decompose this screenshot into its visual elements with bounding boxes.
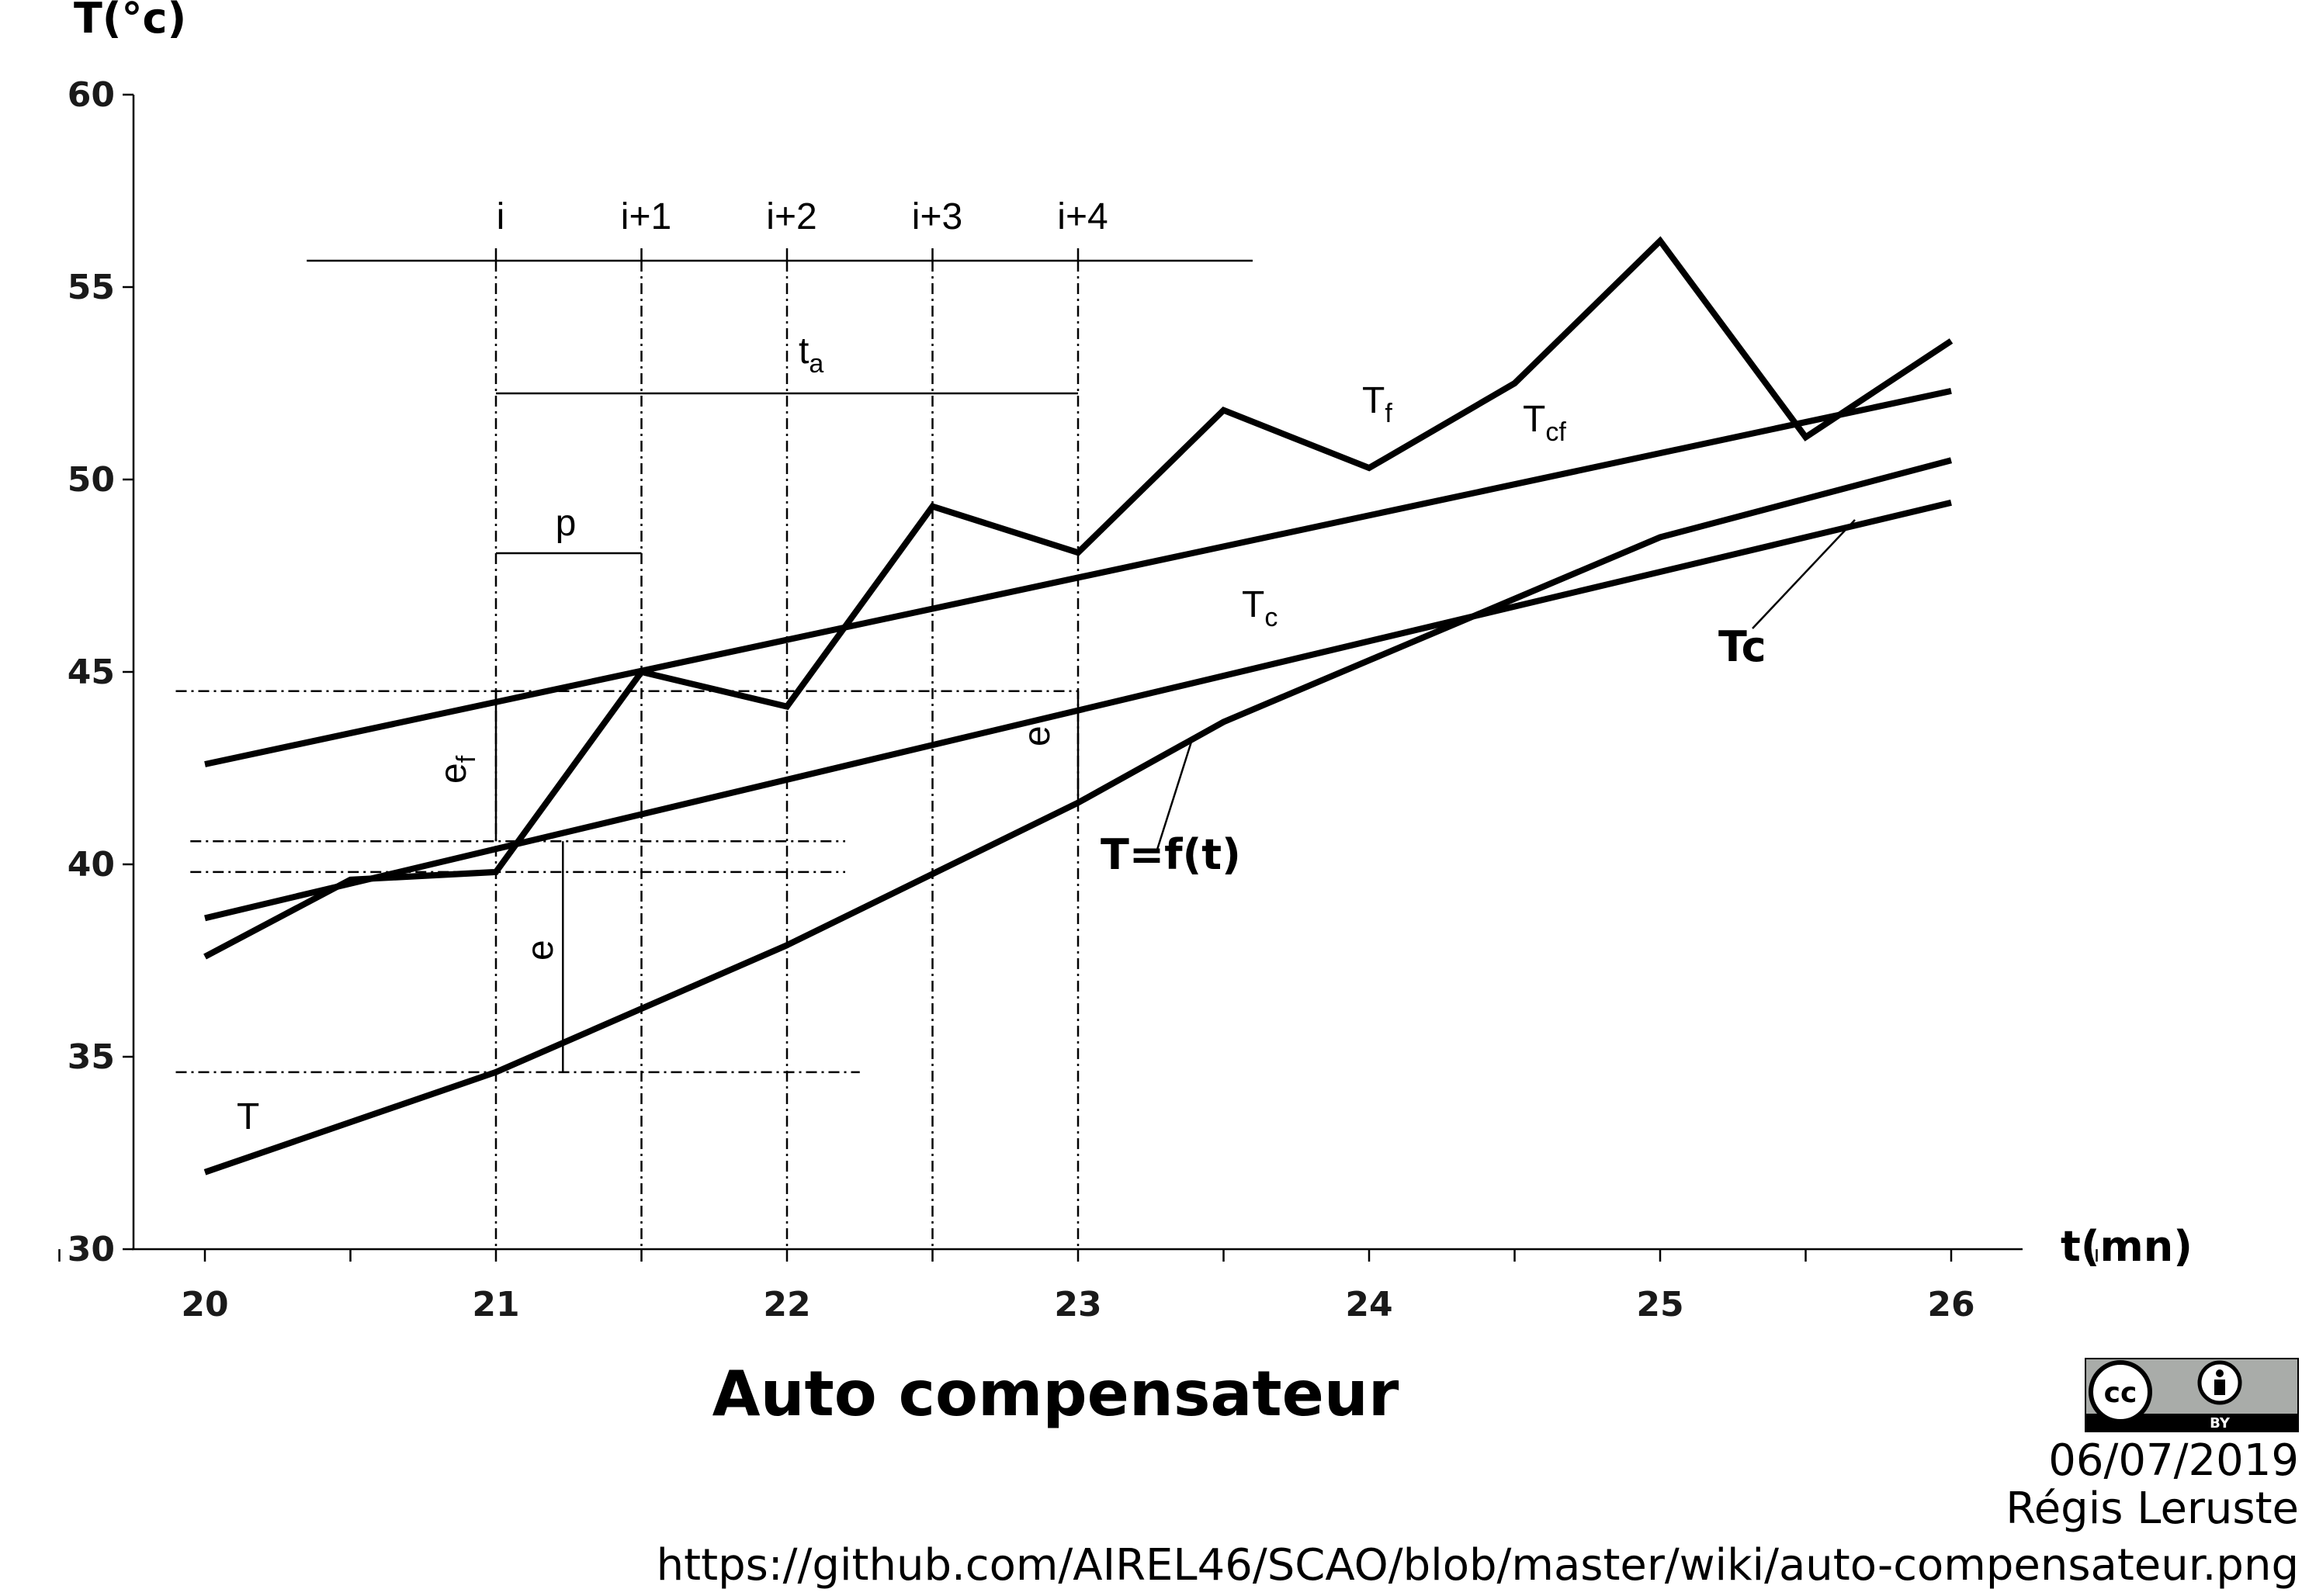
- chart-title: Auto compensateur: [712, 1358, 1399, 1430]
- e-label: e: [520, 940, 561, 961]
- series-tcf: [204, 387, 1952, 767]
- cc-icon: [2089, 1360, 2152, 1424]
- guides: i i+1 i+2 i+3 i+4 ta p: [175, 196, 1253, 1249]
- cc-by-license-badge: cc BY: [2085, 1358, 2299, 1432]
- sample-label: i+1: [621, 196, 671, 237]
- sample-label: i+4: [1057, 196, 1108, 237]
- axes: 30 35 40 45 50 55 60 20 21 22 23 24 25 26: [58, 75, 2098, 1324]
- tft-callout-label: T=f(t): [1101, 830, 1241, 879]
- y-tick-label: 30: [68, 1230, 115, 1269]
- chart: T(°c) t(mn) 30 35 40 45 50 55 60 20 21 22 23 24 25 26…: [58, 0, 2193, 1324]
- author: Régis Leruste: [2006, 1483, 2299, 1534]
- sample-label: i+3: [912, 196, 962, 237]
- series-label-tf: Tf: [1362, 380, 1392, 428]
- x-axis-title: t(mn): [2061, 1222, 2193, 1271]
- series-t: [203, 457, 1953, 1175]
- y-tick-label: 45: [68, 653, 115, 692]
- x-tick-label: 26: [1927, 1285, 1974, 1324]
- tft-callout-line: [1155, 741, 1193, 853]
- x-tick-label: 23: [1054, 1285, 1101, 1324]
- x-tick-label: 22: [763, 1285, 810, 1324]
- y-axis-title: T(°c): [74, 0, 186, 43]
- sample-label: i+2: [766, 196, 816, 237]
- series-label-tcf: Tcf: [1523, 399, 1566, 447]
- sample-label: i: [497, 196, 505, 237]
- series-lines: [203, 236, 1954, 1175]
- y-tick-label: 60: [68, 75, 115, 115]
- x-tick-label: 20: [181, 1285, 228, 1324]
- ef-label: ef: [433, 755, 481, 784]
- series-label-tc: Tc: [1242, 584, 1278, 632]
- x-tick-label: 21: [472, 1285, 519, 1324]
- cc-text: cc: [2104, 1377, 2137, 1409]
- y-tick-label: 50: [68, 460, 115, 500]
- by-text: BY: [2210, 1415, 2231, 1432]
- annotations: T Tf Tcf Tc ef e e T=f(t) Tc: [237, 380, 1856, 1137]
- series-tf: [203, 236, 1954, 960]
- tc-callout-label: Tc: [1718, 622, 1766, 671]
- source-url[interactable]: https://github.com/AIREL46/SCAO/blob/mas…: [656, 1540, 2299, 1591]
- tc-callout-line: [1752, 519, 1856, 629]
- x-tick-label: 25: [1636, 1285, 1683, 1324]
- date: 06/07/2019: [2048, 1435, 2299, 1486]
- y-tick-label: 40: [68, 845, 115, 885]
- x-tick-label: 24: [1345, 1285, 1392, 1324]
- series-tc: [204, 499, 1952, 922]
- series-label-t: T: [237, 1096, 259, 1137]
- e-label-right: e: [1017, 725, 1058, 746]
- ta-label: ta: [799, 331, 823, 379]
- p-label: p: [556, 503, 577, 544]
- y-tick-label: 55: [68, 268, 115, 307]
- y-tick-label: 35: [68, 1037, 115, 1077]
